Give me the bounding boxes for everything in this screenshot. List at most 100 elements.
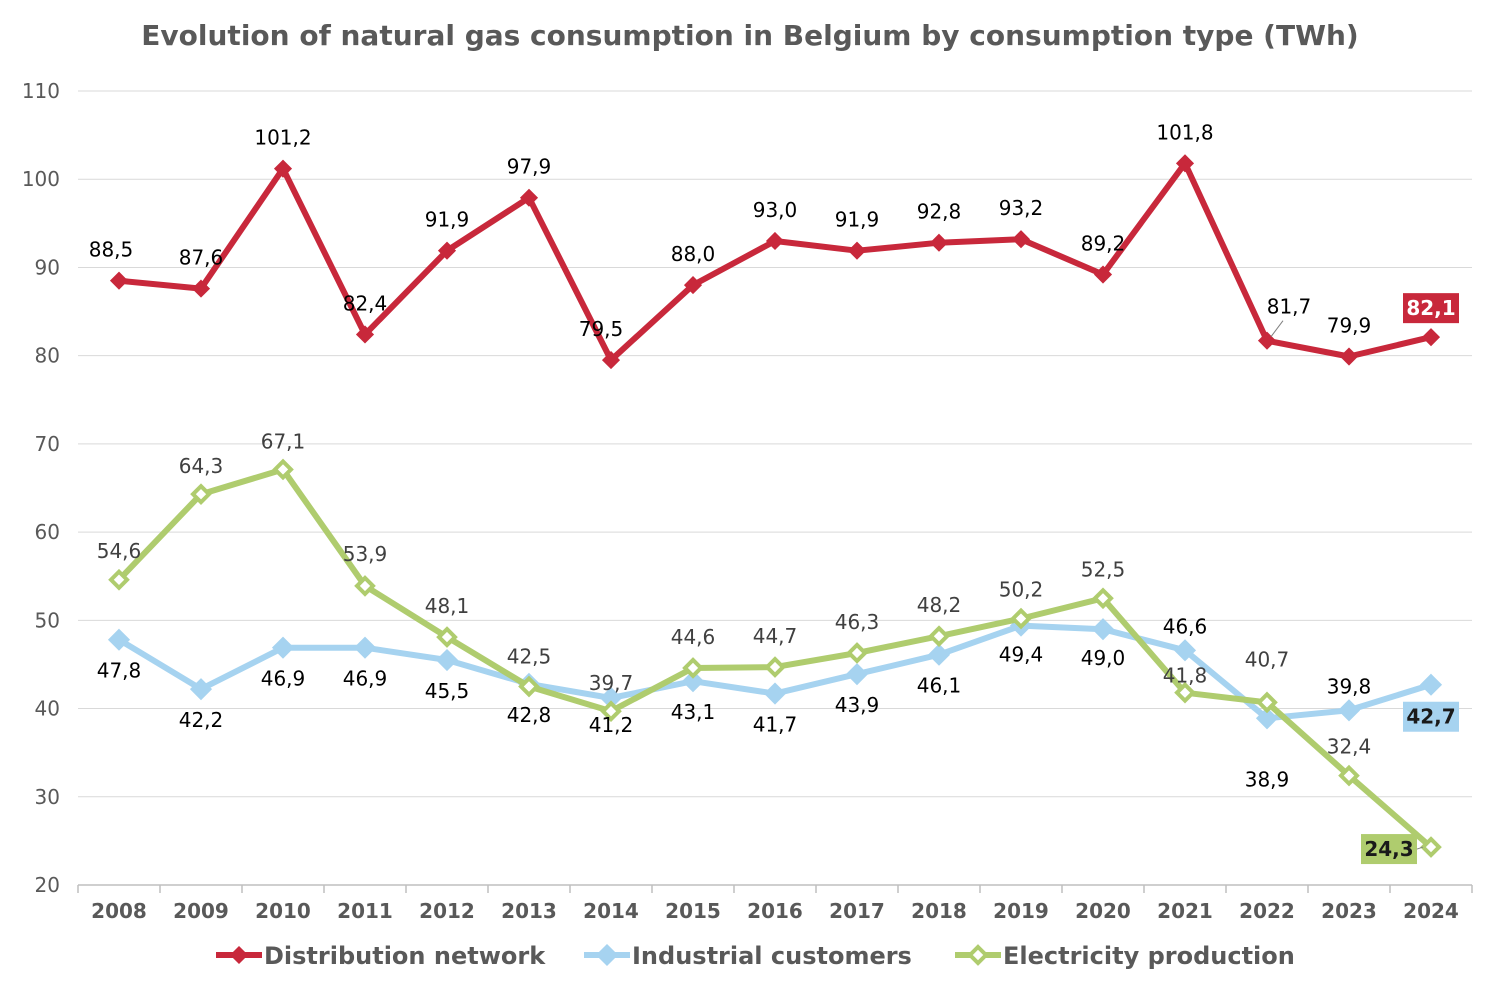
y-tick-label: 110 — [22, 79, 60, 103]
leader-line — [1416, 846, 1424, 850]
data-label: 87,6 — [179, 246, 224, 270]
data-label: 89,2 — [1081, 232, 1126, 256]
data-point — [435, 648, 459, 672]
legend-marker — [595, 943, 619, 967]
data-point — [764, 656, 786, 678]
data-label: 46,9 — [343, 667, 388, 691]
data-label: 79,9 — [1327, 314, 1372, 338]
data-label: 88,5 — [89, 238, 134, 262]
data-point — [765, 231, 785, 251]
data-point — [682, 657, 704, 679]
data-point — [518, 675, 540, 698]
data-label: 41,8 — [1163, 664, 1208, 688]
data-point — [436, 626, 458, 648]
series-line — [118, 160, 1432, 364]
data-label: 48,1 — [425, 594, 470, 618]
data-point — [272, 458, 294, 481]
legend-label: Electricity production — [1003, 942, 1295, 970]
data-point — [437, 241, 457, 260]
x-tick-label: 2022 — [1239, 899, 1295, 923]
data-point — [190, 483, 212, 506]
x-tick-label: 2012 — [419, 899, 475, 923]
x-tick-label: 2024 — [1403, 899, 1459, 923]
x-tick-label: 2019 — [993, 899, 1049, 923]
data-point — [1010, 607, 1032, 630]
data-point — [191, 279, 211, 298]
data-label: 46,9 — [261, 667, 306, 691]
data-label: 41,7 — [753, 713, 798, 737]
data-label: 49,0 — [1081, 646, 1126, 670]
gridlines: 20 30 40 50 60 70 80 90 100 110 — [22, 79, 1472, 897]
x-tick-label: 2017 — [829, 899, 885, 923]
data-label: 82,4 — [343, 291, 388, 315]
data-point — [1255, 707, 1279, 730]
data-point — [189, 678, 213, 701]
data-point — [763, 682, 787, 705]
data-label: 32,4 — [1327, 735, 1372, 759]
data-point — [845, 663, 869, 686]
data-label: 53,9 — [343, 542, 388, 566]
data-point — [1337, 699, 1361, 722]
legend-label: Industrial customers — [632, 942, 912, 970]
data-point — [601, 351, 621, 370]
data-labels: 88,5 87,6 101,2 82,4 91,9 97,9 79,5 88,0 93,0 91,… — [89, 120, 1459, 865]
legend-item: Distribution network — [216, 942, 546, 970]
axes: 2008 2009 2010 2011 2012 2013 2014 2015 2016 2017… — [77, 884, 1473, 923]
data-point — [928, 625, 950, 648]
data-label: 93,2 — [999, 196, 1044, 220]
y-tick-label: 40 — [35, 697, 60, 721]
legend: Distribution network Industrial customers… — [216, 942, 1295, 970]
y-tick-label: 70 — [35, 432, 60, 456]
data-label: 44,6 — [671, 625, 716, 649]
data-label: 92,8 — [917, 200, 962, 224]
series-2 — [108, 458, 1442, 858]
y-tick-label: 50 — [35, 608, 60, 632]
x-tick-label: 2015 — [665, 899, 721, 923]
legend-item: Industrial customers — [584, 942, 912, 970]
data-point — [1011, 230, 1031, 249]
callout-box — [1361, 834, 1417, 865]
data-point — [681, 670, 705, 693]
data-label: 81,7 — [1267, 295, 1312, 319]
x-tick-label: 2018 — [911, 899, 967, 923]
data-label: 54,6 — [97, 539, 142, 563]
series-0 — [109, 154, 1441, 370]
data-point — [108, 568, 130, 591]
data-label: 41,2 — [589, 713, 634, 737]
data-label: 43,9 — [835, 693, 880, 717]
data-point — [354, 575, 376, 597]
data-point — [1421, 328, 1441, 347]
data-point — [683, 276, 703, 295]
data-label: 45,5 — [425, 679, 470, 703]
leader-line — [1270, 320, 1284, 337]
x-tick-label: 2008 — [91, 899, 147, 923]
data-label: 46,1 — [917, 674, 962, 698]
data-label: 42,2 — [179, 708, 224, 732]
x-tick-label: 2013 — [501, 899, 557, 923]
data-label: 91,9 — [425, 208, 470, 232]
y-tick-label: 60 — [35, 520, 60, 544]
legend-marker — [967, 944, 989, 966]
data-point — [1420, 836, 1442, 858]
data-point — [519, 188, 539, 207]
data-label: 93,0 — [753, 198, 798, 222]
data-point — [1339, 347, 1359, 366]
data-point — [929, 233, 949, 252]
legend-label: Distribution network — [264, 942, 546, 970]
callout-box — [1403, 701, 1459, 732]
data-label: 50,2 — [999, 578, 1044, 602]
data-point — [1091, 618, 1115, 641]
data-point — [847, 241, 867, 260]
data-label: 64,3 — [179, 454, 224, 478]
data-point — [600, 700, 622, 723]
data-point — [1419, 673, 1443, 696]
x-tick-label: 2020 — [1075, 899, 1131, 923]
x-tick-label: 2016 — [747, 899, 803, 923]
data-label: 79,5 — [579, 317, 624, 341]
data-point — [1092, 587, 1114, 610]
data-label: 42,5 — [507, 645, 552, 669]
data-label: 97,9 — [507, 155, 552, 179]
x-tick-label: 2010 — [255, 899, 311, 923]
x-tick-label: 2011 — [337, 899, 393, 923]
legend-item: Electricity production — [955, 942, 1295, 970]
